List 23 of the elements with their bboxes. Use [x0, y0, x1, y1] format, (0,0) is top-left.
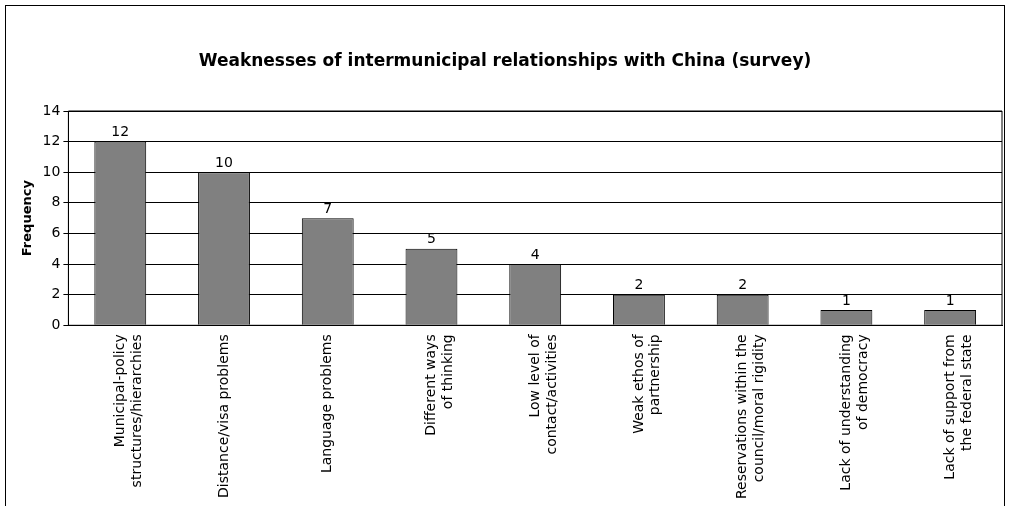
y-tick-label: 10 — [42, 162, 61, 179]
data-label: 1 — [841, 291, 851, 308]
data-label: 7 — [323, 199, 333, 216]
data-label: 2 — [634, 276, 644, 293]
y-tick-label: 2 — [51, 285, 61, 302]
x-tick-label: Distance/visa problems — [214, 334, 231, 498]
y-tick-label: 14 — [42, 101, 61, 118]
data-label: 12 — [111, 123, 130, 140]
y-tick-label: 12 — [42, 132, 61, 149]
data-label: 4 — [530, 245, 540, 262]
chart-title: Weaknesses of intermunicipal relationships with China (survey) — [197, 50, 813, 70]
y-axis-title: Frequency — [19, 179, 35, 257]
data-label: 10 — [215, 153, 233, 170]
y-tick-label: 4 — [51, 254, 61, 271]
y-tick-label: 0 — [51, 315, 61, 332]
x-tick-label: Weak ethos of partnership — [629, 333, 663, 434]
y-tick-label: 8 — [51, 193, 61, 210]
x-tick-label: Language problems — [318, 334, 335, 474]
data-label: 1 — [945, 291, 955, 308]
x-tick-label: Municipal-policy structures/hierarchies — [110, 334, 144, 488]
data-label: 2 — [738, 276, 748, 293]
y-tick-label: 6 — [51, 224, 61, 241]
x-tick-label: Different ways of thinking — [422, 334, 455, 436]
